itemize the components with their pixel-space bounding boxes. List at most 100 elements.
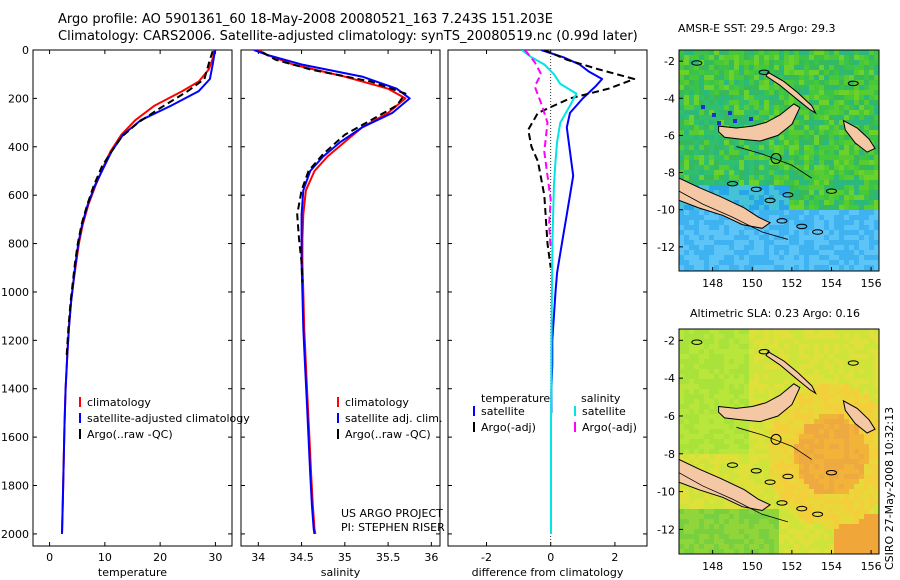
heatmap-cell (714, 394, 720, 400)
heatmap-cell (849, 140, 855, 146)
heatmap-cell (789, 524, 795, 530)
heatmap-cell (754, 105, 760, 111)
heatmap-cell (714, 250, 720, 256)
heatmap-cell (704, 240, 710, 246)
heatmap-cell (854, 235, 860, 241)
heatmap-cell (709, 349, 715, 355)
heatmap-cell (754, 115, 760, 121)
heatmap-cell (759, 419, 765, 425)
heatmap-cell (824, 140, 830, 146)
heatmap-cell (844, 389, 850, 395)
heatmap-cell (779, 135, 785, 141)
heatmap-cell (874, 85, 879, 91)
heatmap-cell (714, 235, 720, 241)
heatmap-cell (689, 95, 695, 101)
heatmap-cell (804, 369, 810, 375)
heatmap-cell (709, 155, 715, 161)
heatmap-cell (724, 474, 730, 480)
heatmap-cell (744, 245, 750, 251)
heatmap-cell (874, 155, 879, 161)
heatmap-cell (704, 504, 710, 510)
heatmap-cell (784, 105, 790, 111)
heatmap-cell (709, 429, 715, 435)
heatmap-cell (814, 75, 820, 81)
heatmap-cell (789, 185, 795, 191)
heatmap-cell (789, 100, 795, 106)
x-tick-label: 20 (153, 551, 167, 564)
heatmap-cell (739, 359, 745, 365)
heatmap-cell (709, 245, 715, 251)
heatmap-cell (774, 534, 780, 540)
heatmap-cell (829, 50, 835, 56)
heatmap-cell (869, 379, 875, 385)
heatmap-cell (819, 85, 825, 91)
y-tick-label: -6 (664, 410, 675, 423)
heatmap-cell (744, 250, 750, 256)
heatmap-cell (804, 185, 810, 191)
heatmap-cell (809, 339, 815, 345)
heatmap-cell (804, 260, 810, 266)
heatmap-cell (829, 539, 835, 545)
heatmap-cell (854, 200, 860, 206)
heatmap-cell (794, 155, 800, 161)
heatmap-cell (859, 65, 865, 71)
heatmap-cell (699, 145, 705, 151)
heatmap-cell (709, 419, 715, 425)
heatmap-cell (774, 519, 780, 525)
heatmap-cell (724, 180, 730, 186)
heatmap-cell (844, 160, 850, 166)
heatmap-cell (714, 170, 720, 176)
heatmap-cell (789, 424, 795, 430)
heatmap-cell (704, 185, 710, 191)
heatmap-cell (779, 534, 785, 540)
heatmap-cell (849, 225, 855, 231)
heatmap-cell (824, 449, 830, 455)
heatmap-cell (849, 50, 855, 56)
heatmap-cell (814, 414, 820, 420)
heatmap-cell (829, 364, 835, 370)
heatmap-cell (809, 210, 815, 216)
heatmap-cell (769, 110, 775, 116)
heatmap-cell (814, 65, 820, 71)
heatmap-cell (754, 185, 760, 191)
heatmap-cell (729, 479, 735, 485)
heatmap-cell (839, 60, 845, 66)
heatmap-cell (794, 449, 800, 455)
heatmap-cell (679, 524, 685, 530)
heatmap-cell (819, 364, 825, 370)
heatmap-cell (729, 429, 735, 435)
heatmap-cell (744, 369, 750, 375)
heatmap-cell (844, 70, 850, 76)
plot-frame (240, 49, 441, 547)
heatmap-cell (839, 399, 845, 405)
heatmap-cell (764, 344, 770, 350)
heatmap-cell (709, 120, 715, 126)
heatmap-cell (764, 329, 770, 335)
heatmap-cell (844, 429, 850, 435)
heatmap-cell (699, 344, 705, 350)
heatmap-cell (719, 115, 725, 121)
heatmap-cell (829, 469, 835, 475)
heatmap-cell (859, 225, 865, 231)
heatmap-cell (694, 160, 700, 166)
heatmap-cell (819, 369, 825, 375)
heatmap-cell (739, 429, 745, 435)
heatmap-cell (699, 449, 705, 455)
heatmap-cell (754, 120, 760, 126)
heatmap-cell (874, 379, 879, 385)
heatmap-cell (769, 484, 775, 490)
heatmap-cell (789, 195, 795, 201)
heatmap-cell (704, 329, 710, 335)
heatmap-cell (714, 225, 720, 231)
heatmap-cell (754, 75, 760, 81)
heatmap-cell (689, 454, 695, 460)
heatmap-cell (849, 359, 855, 365)
heatmap-cell (849, 150, 855, 156)
heatmap-cell (684, 529, 690, 535)
heatmap-cell (729, 145, 735, 151)
heatmap-cell (769, 509, 775, 515)
x-tick-label: 150 (742, 560, 763, 573)
heatmap-cell (809, 454, 815, 460)
heatmap-cell (774, 245, 780, 251)
heatmap-cell (839, 175, 845, 181)
